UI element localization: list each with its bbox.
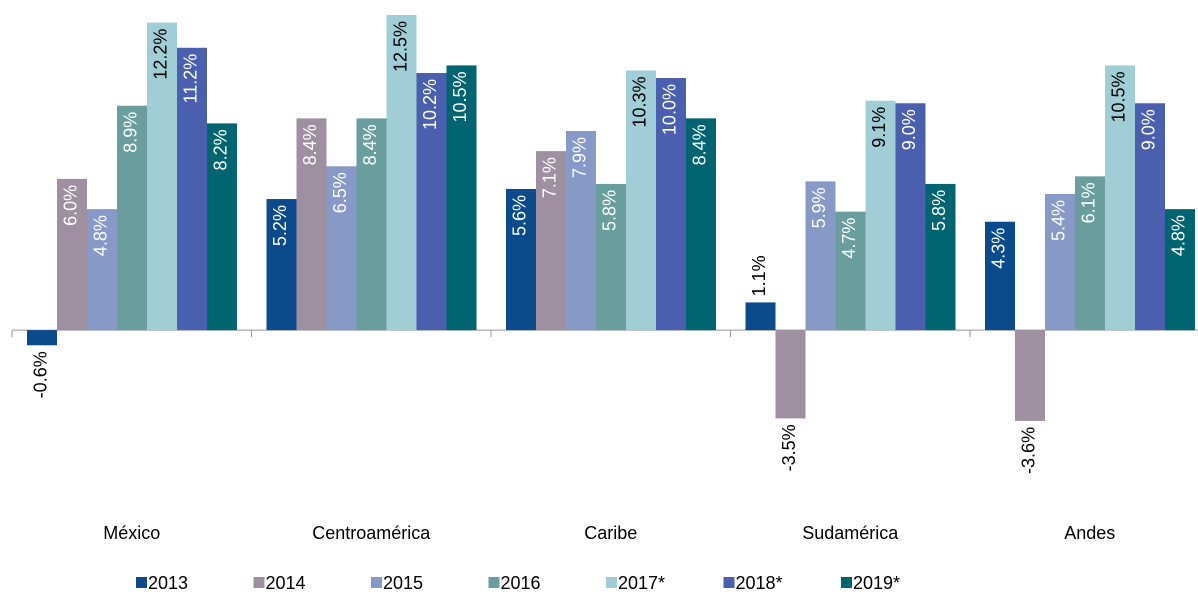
value-label: 5.2% (270, 205, 290, 246)
value-label: 8.4% (690, 124, 710, 165)
bar (805, 181, 836, 331)
value-label: 9.0% (899, 109, 919, 150)
value-label: 8.4% (360, 124, 380, 165)
bar (835, 211, 866, 331)
legend-label: 2017* (618, 573, 665, 593)
bar (177, 47, 207, 331)
value-label: 4.8% (91, 215, 111, 256)
value-label: 6.5% (330, 172, 350, 213)
bar (386, 15, 417, 331)
bar (416, 72, 447, 331)
bar (775, 330, 806, 419)
value-label: 10.0% (660, 84, 680, 135)
bar (566, 130, 596, 331)
value-label: 11.2% (181, 54, 201, 104)
bar (117, 105, 147, 331)
bar (925, 183, 956, 331)
bar (745, 302, 776, 331)
bar (87, 209, 117, 331)
value-label: 6.0% (61, 185, 81, 226)
value-label: -0.6% (31, 351, 51, 398)
bar (356, 118, 387, 331)
bar (1045, 194, 1075, 331)
value-label: 5.9% (809, 187, 829, 228)
bar (296, 118, 327, 331)
value-label: 12.2% (151, 29, 171, 80)
legend-label: 2014 (266, 573, 306, 593)
legend-swatch (371, 577, 382, 588)
bar (147, 22, 177, 331)
value-label: 4.8% (1169, 215, 1189, 256)
legend-swatch (488, 577, 500, 588)
bar (1165, 209, 1195, 331)
value-label: 5.6% (510, 195, 530, 236)
value-label: 10.3% (630, 76, 650, 127)
bar (536, 151, 566, 331)
legend-swatch (606, 577, 617, 588)
value-label: 8.4% (300, 124, 320, 165)
bar (1135, 103, 1165, 331)
value-label: 5.8% (929, 190, 949, 231)
value-label: 9.0% (1139, 109, 1159, 150)
bar (596, 183, 626, 331)
bar (446, 65, 477, 331)
legend-label: 2018* (736, 573, 783, 593)
value-label: 8.2% (211, 129, 231, 170)
bar (207, 123, 237, 331)
value-label: 5.8% (600, 190, 620, 231)
value-label: -3.5% (779, 424, 799, 471)
bar (57, 178, 87, 331)
legend-label: 2016 (501, 573, 541, 593)
bar (1075, 176, 1105, 331)
value-label: 4.3% (989, 228, 1009, 269)
bar (865, 100, 896, 331)
x-tick-label: Sudamérica (802, 523, 899, 543)
bar (895, 103, 926, 331)
legend-swatch (841, 577, 852, 588)
bar (1105, 65, 1135, 331)
value-label: 8.9% (121, 112, 141, 153)
legend-swatch (723, 577, 735, 588)
bar (656, 78, 686, 331)
bar (1015, 330, 1045, 421)
bar (626, 70, 656, 331)
value-label: 10.2% (420, 79, 440, 130)
bar (27, 330, 57, 346)
value-label: 5.4% (1049, 200, 1069, 241)
value-label: 6.1% (1079, 182, 1099, 223)
x-tick-label: Centroamérica (312, 523, 431, 543)
bar (506, 188, 536, 331)
value-label: 9.1% (869, 107, 889, 148)
value-label: 4.7% (839, 218, 859, 259)
bar (985, 221, 1015, 331)
value-label: 1.1% (749, 255, 769, 296)
value-label: 7.1% (540, 157, 560, 198)
bar (326, 166, 357, 331)
x-tick-label: México (103, 523, 160, 543)
bar (266, 199, 297, 331)
x-tick-label: Andes (1064, 523, 1115, 543)
legend-swatch (136, 577, 147, 588)
x-tick-label: Caribe (584, 523, 637, 543)
bar (686, 118, 716, 331)
legend-label: 2019* (853, 573, 900, 593)
legend-swatch (253, 577, 265, 588)
value-label: 12.5% (390, 21, 410, 72)
legend-label: 2015 (383, 573, 423, 593)
legend-label: 2013 (148, 573, 188, 593)
value-label: 10.5% (1109, 71, 1129, 122)
value-label: 7.9% (570, 137, 590, 178)
value-label: -3.6% (1019, 427, 1039, 474)
value-label: 10.5% (450, 71, 470, 122)
